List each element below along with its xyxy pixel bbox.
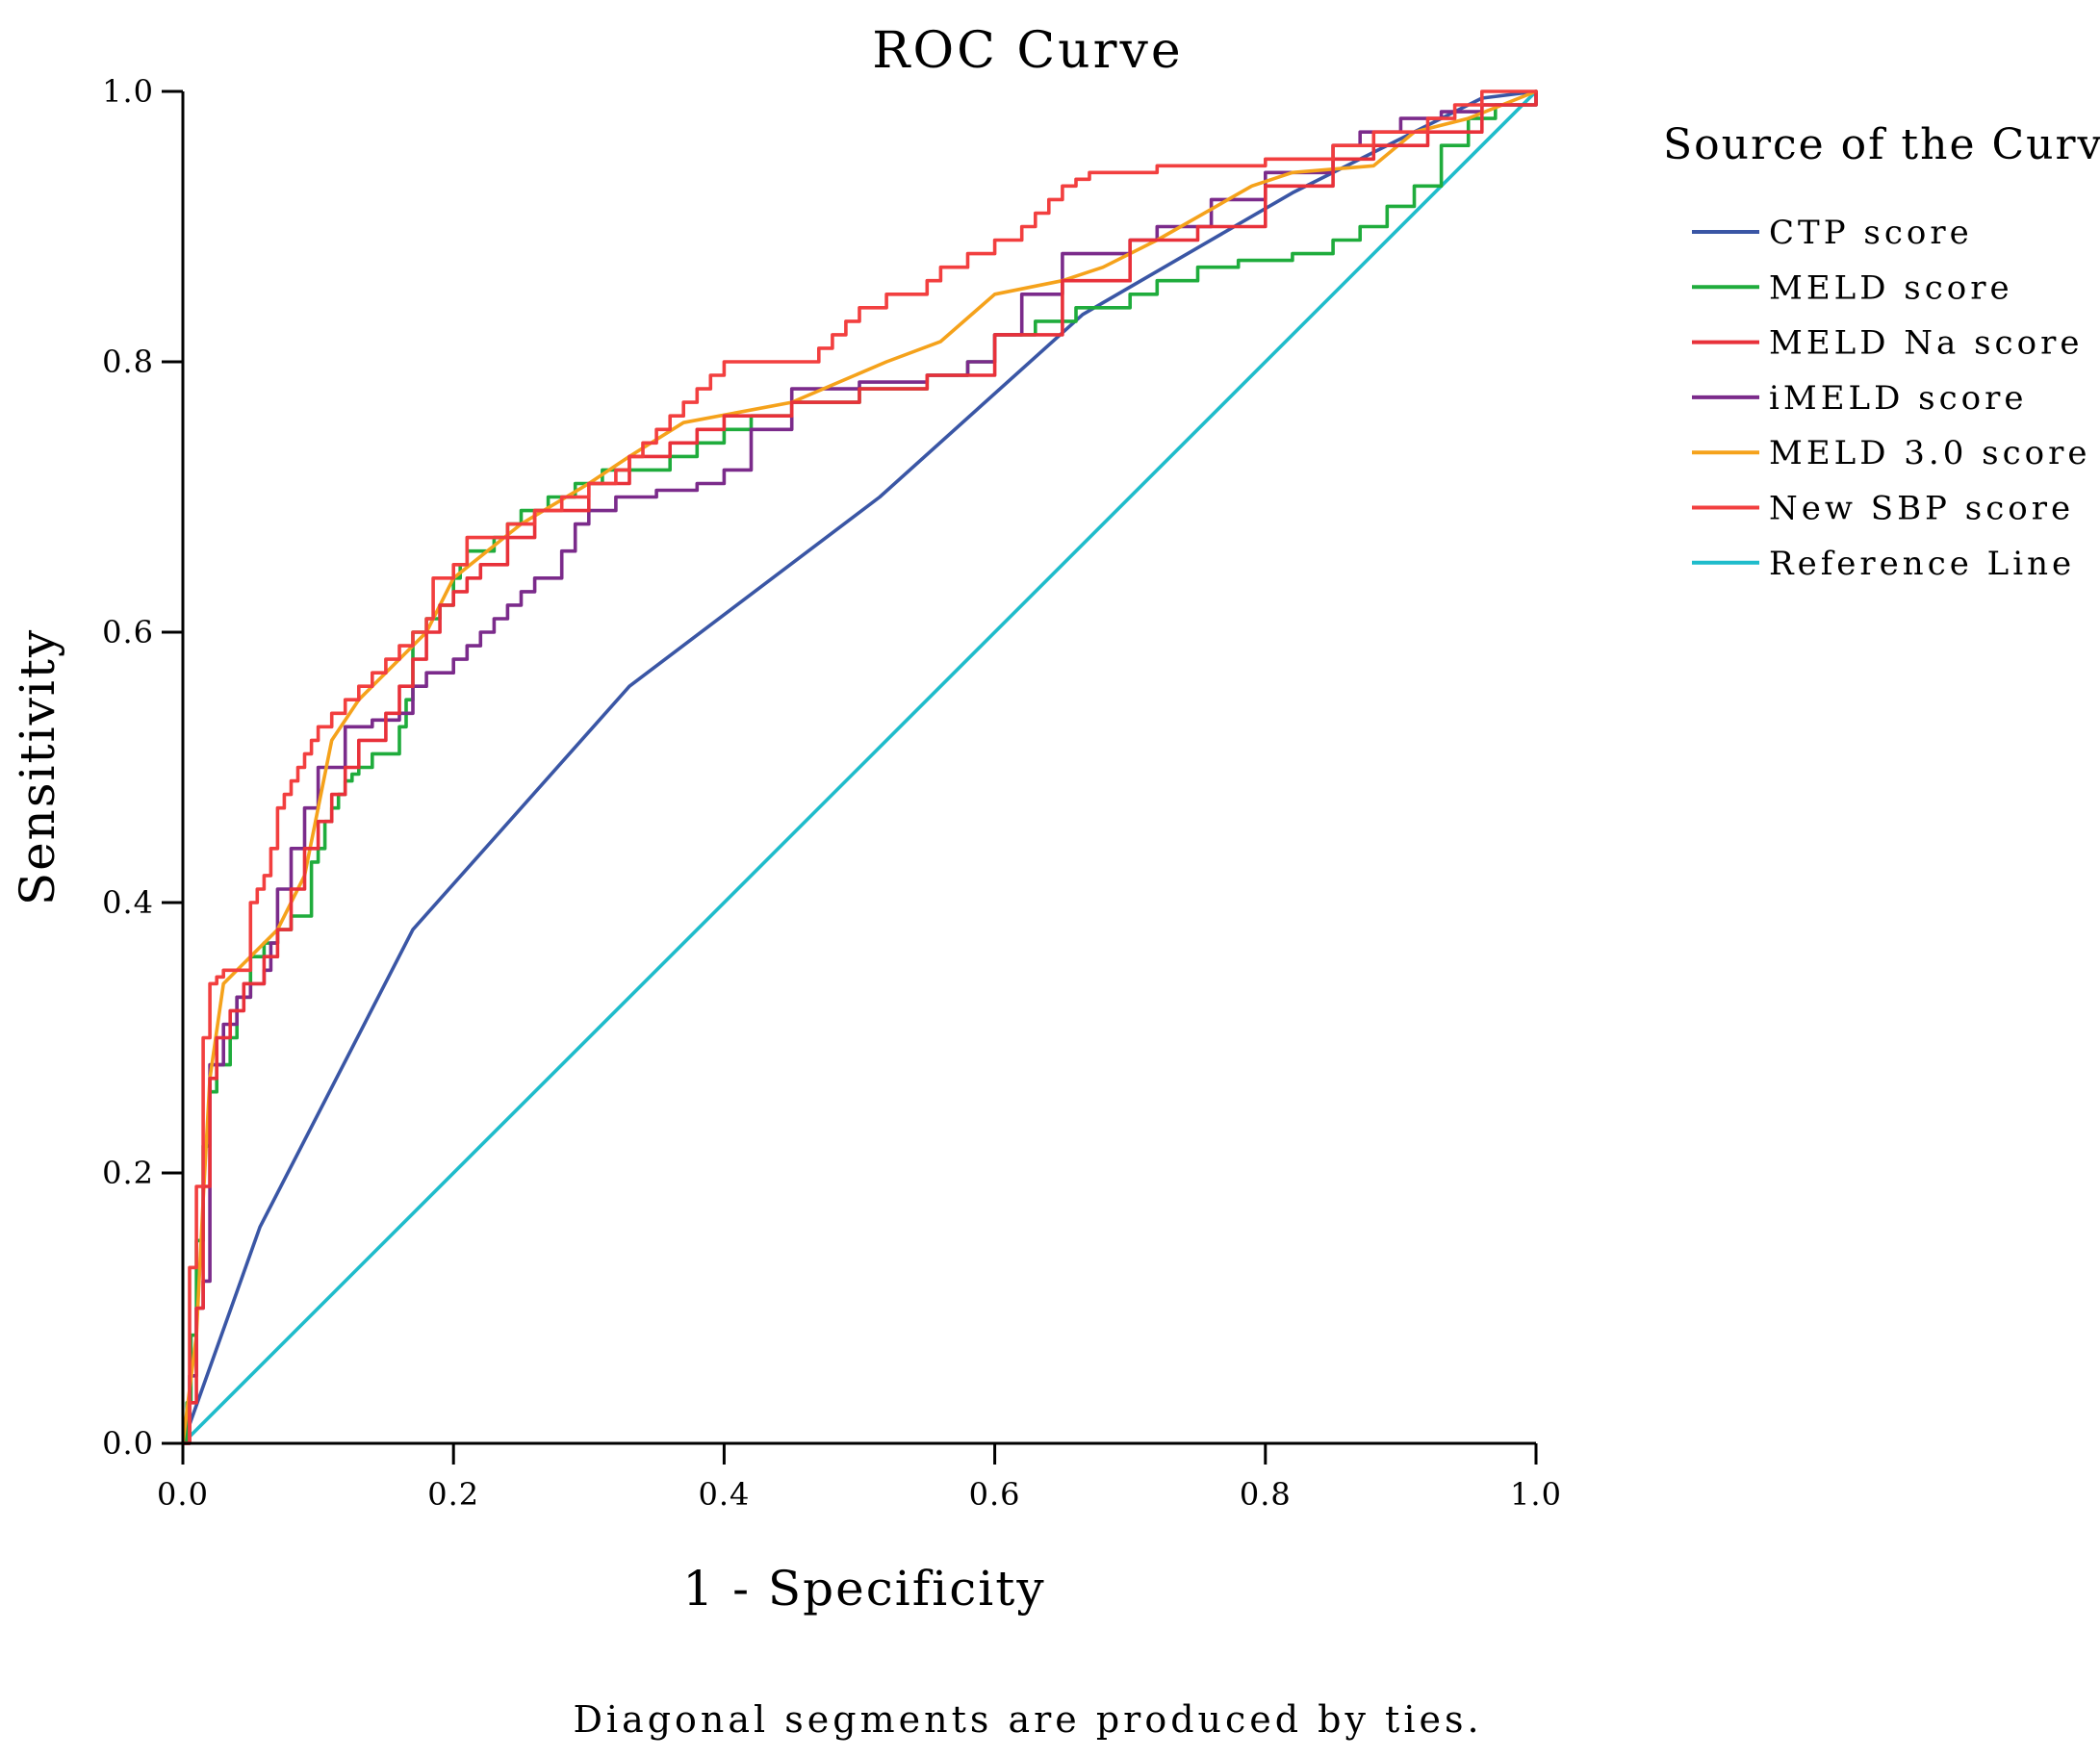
x-tick-label: 0.4 bbox=[698, 1476, 750, 1513]
y-tick-label: 1.0 bbox=[102, 73, 154, 110]
legend-label-imeld-score: iMELD score bbox=[1769, 379, 2028, 418]
x-tick-label: 0.6 bbox=[969, 1476, 1021, 1513]
y-tick-label: 0.8 bbox=[102, 344, 154, 380]
chart-title: ROC Curve bbox=[872, 22, 1183, 80]
legend-label-reference-line: Reference Line bbox=[1769, 545, 2075, 583]
series-line-new-sbp-score bbox=[181, 89, 1538, 1445]
y-tick-label: 0.0 bbox=[102, 1425, 154, 1462]
footnote: Diagonal segments are produced by ties. bbox=[573, 1698, 1482, 1741]
series-line-imeld-score bbox=[181, 89, 1538, 1445]
legend-label-meld-score: MELD score bbox=[1769, 268, 2013, 307]
legend-label-meld-na-score: MELD Na score bbox=[1769, 324, 2083, 363]
y-tick-label: 0.2 bbox=[102, 1155, 154, 1191]
y-tick-label: 0.6 bbox=[102, 614, 154, 650]
x-tick-label: 1.0 bbox=[1510, 1476, 1562, 1513]
x-axis-title: 1 - Specificity bbox=[682, 1561, 1045, 1617]
series-layer bbox=[181, 89, 1538, 1445]
legend: CTP score MELD score MELD Na score iMELD sc… bbox=[1692, 214, 2091, 583]
series-line-meld-na-score bbox=[181, 89, 1538, 1445]
legend-label-meld-3-0-score: MELD 3.0 score bbox=[1769, 434, 2091, 472]
y-tick-label: 0.4 bbox=[102, 884, 154, 921]
legend-label-ctp-score: CTP score bbox=[1769, 214, 1973, 252]
x-tick-label: 0.2 bbox=[427, 1476, 479, 1513]
x-tick-label: 0.8 bbox=[1240, 1476, 1292, 1513]
y-axis-title: Sensitivity bbox=[10, 628, 65, 905]
series-line-meld-3-0-score bbox=[181, 89, 1538, 1445]
x-tick-label: 0.0 bbox=[157, 1476, 209, 1513]
legend-label-new-sbp-score: New SBP score bbox=[1769, 490, 2074, 528]
legend-title: Source of the Curve bbox=[1663, 120, 2100, 169]
series-line-reference-line bbox=[181, 89, 1538, 1445]
tick-layer: 0.0 0.2 0.4 0.6 0.8 1.0 0.0 0.2 0.4 0.6 0.8 1.0 bbox=[102, 73, 1562, 1513]
